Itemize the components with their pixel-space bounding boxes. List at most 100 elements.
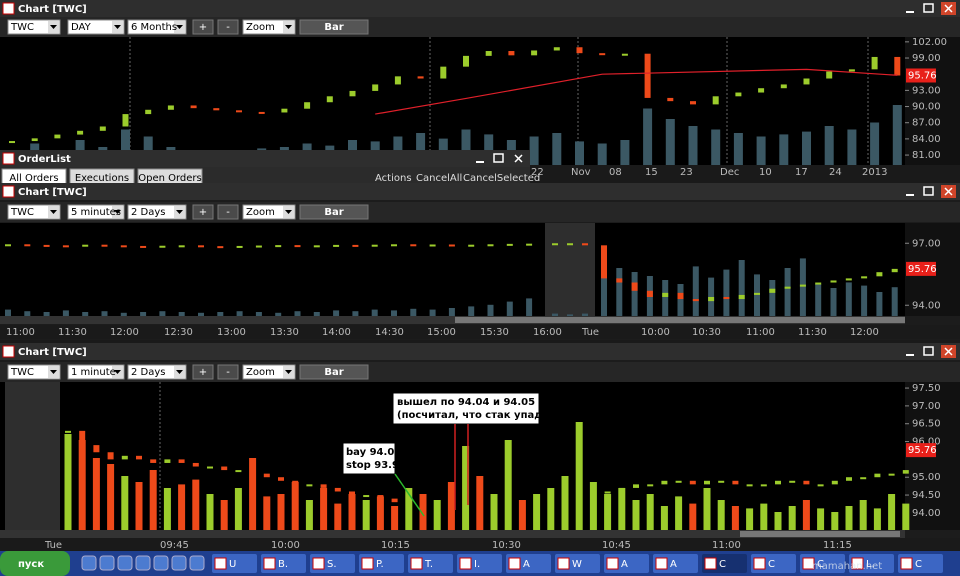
volume-bar: [352, 311, 359, 316]
candle: [463, 55, 469, 67]
quick-launch-icon[interactable]: [117, 555, 133, 571]
volume-bar: [468, 306, 475, 316]
dropdown[interactable]: [242, 19, 296, 35]
quick-launch-icon[interactable]: [135, 555, 151, 571]
toolbar-button[interactable]: [217, 204, 239, 220]
volume-bar: [830, 288, 837, 316]
volume-bar: [746, 508, 754, 530]
toolbar-button[interactable]: [217, 19, 239, 35]
candle: [487, 244, 494, 247]
x-tick-label: 12:30: [164, 327, 193, 338]
dropdown[interactable]: [7, 364, 61, 380]
quick-launch-icon[interactable]: [171, 555, 187, 571]
candle: [62, 245, 69, 248]
candle: [891, 268, 898, 273]
scroll-thumb[interactable]: [455, 317, 905, 323]
y-tick-label: 93.00: [912, 85, 941, 96]
x-tick-label: Tue: [581, 327, 599, 338]
dropdown[interactable]: [67, 204, 125, 220]
maximize-button[interactable]: [923, 346, 934, 356]
dropdown[interactable]: [127, 204, 187, 220]
plot-area: [0, 37, 905, 168]
toolbar-button[interactable]: [192, 204, 214, 220]
volume-bar: [487, 304, 494, 316]
volume-bar: [731, 506, 739, 530]
y-tick-label: 96.00: [912, 437, 941, 448]
volume-bar: [62, 310, 69, 316]
toolbar-button[interactable]: [192, 364, 214, 380]
window-title: Chart [TWC]: [18, 347, 87, 358]
volume-bar: [64, 434, 72, 530]
dropdown[interactable]: [7, 19, 61, 35]
candle: [334, 487, 341, 492]
taskbar-item-label: C: [915, 559, 922, 570]
orderlist-action[interactable]: CancelAll: [416, 173, 462, 184]
tab-label: Executions: [75, 173, 129, 184]
volume-bar: [362, 500, 370, 530]
quick-launch-icon[interactable]: [153, 555, 169, 571]
taskbar-item-icon: [361, 557, 374, 570]
x-tick-label: 23: [680, 167, 693, 178]
dropdown[interactable]: [242, 364, 296, 380]
dropdown[interactable]: [127, 19, 187, 35]
toolbar-button[interactable]: [299, 364, 369, 380]
quick-launch-icon[interactable]: [99, 555, 115, 571]
maximize-button[interactable]: [923, 3, 934, 13]
scrollbar[interactable]: [0, 316, 905, 324]
volume-bar: [717, 500, 725, 530]
candle: [692, 299, 699, 302]
candle: [420, 502, 426, 506]
volume-bar: [462, 446, 470, 530]
toolbar-button[interactable]: [217, 364, 239, 380]
volume-bar: [313, 312, 320, 316]
dropdown[interactable]: [7, 204, 61, 220]
maximize-button[interactable]: [493, 153, 504, 163]
volume-bar: [249, 458, 257, 530]
volume-bar: [419, 494, 427, 530]
y-tick-label: 97.50: [912, 383, 941, 394]
volume-bar: [277, 494, 285, 530]
start-button[interactable]: [0, 551, 70, 576]
toolbar-button[interactable]: [299, 204, 369, 220]
x-tick-label: 10:45: [602, 540, 631, 551]
volume-bar: [660, 506, 668, 530]
volume-bar: [703, 488, 711, 530]
scrollbar[interactable]: [0, 530, 905, 538]
candle: [476, 509, 483, 513]
window-icon: [2, 152, 15, 165]
quick-launch-icon[interactable]: [81, 555, 97, 571]
volume-bar: [275, 312, 282, 316]
volume-bar: [490, 494, 498, 530]
taskbar-item-icon: [753, 557, 766, 570]
candle: [372, 84, 379, 91]
x-tick-label: 09:45: [160, 540, 189, 551]
dropdown[interactable]: [127, 364, 187, 380]
maximize-button[interactable]: [923, 186, 934, 196]
volume-bar: [140, 312, 147, 316]
candle: [590, 491, 597, 496]
dropdown[interactable]: [67, 364, 125, 380]
candle: [775, 480, 781, 485]
orderlist-action[interactable]: Actions: [375, 173, 412, 184]
close-icon: [944, 187, 953, 196]
scroll-thumb[interactable]: [740, 531, 900, 537]
toolbar-button[interactable]: [192, 19, 214, 35]
taskbar-item-icon: [606, 557, 619, 570]
volume-bar: [135, 482, 143, 530]
title-bar: [0, 343, 960, 360]
taskbar-item-label: W: [572, 559, 582, 570]
button-label: +: [199, 367, 207, 378]
candle: [278, 477, 284, 481]
volume-bar: [616, 268, 623, 316]
dropdown[interactable]: [67, 19, 125, 35]
y-tick-label: 97.00: [912, 401, 941, 412]
candle: [24, 244, 31, 247]
toolbar-button[interactable]: [299, 19, 369, 35]
dropdown[interactable]: [242, 204, 296, 220]
candle: [633, 484, 639, 488]
volume-bar: [799, 258, 806, 316]
quick-launch-icon[interactable]: [189, 555, 205, 571]
taskbar-item-label: T.: [424, 559, 433, 570]
candle: [292, 480, 299, 485]
orderlist-action[interactable]: CancelSelected: [463, 173, 540, 184]
